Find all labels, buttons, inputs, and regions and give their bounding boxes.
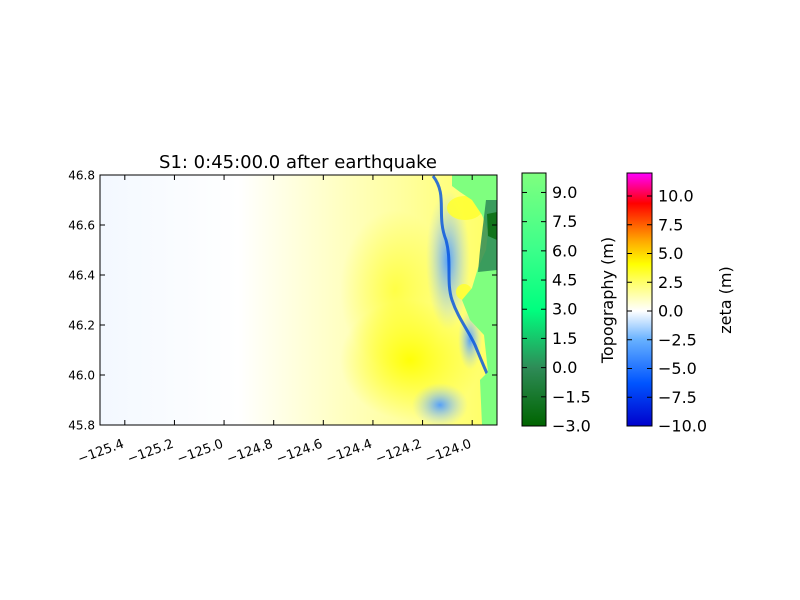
x-tick-label: −125.2 — [125, 437, 175, 468]
x-tick-label: −124.4 — [324, 437, 374, 468]
chart-title: S1: 0:45:00.0 after earthquake — [159, 152, 437, 173]
zeta-negative-region — [412, 383, 468, 425]
y-tick-label: 46.0 — [68, 369, 95, 383]
x-tick-label: −125.0 — [175, 437, 225, 468]
colorbar-tick-label: 6.0 — [552, 241, 577, 260]
y-tick-label: 46.8 — [68, 169, 95, 183]
colorbar-tick-label: 3.0 — [552, 300, 577, 319]
zeta-colorbar — [626, 172, 653, 427]
topography-colorbar-label: Topography (m) — [598, 237, 617, 364]
colorbar-tick-label: 0.0 — [552, 358, 577, 377]
colorbar-tick-label: −5.0 — [658, 359, 697, 378]
colorbar-tick-label: 10.0 — [658, 187, 694, 206]
x-tick-label: −124.0 — [423, 437, 473, 468]
heatmap-panel — [100, 175, 497, 425]
colorbar-tick-label: 1.5 — [552, 329, 577, 348]
y-tick-label: 46.6 — [68, 219, 95, 233]
colorbar-tick-label: 7.5 — [658, 215, 683, 234]
land-region — [452, 175, 497, 425]
x-tick-label: −124.8 — [225, 437, 275, 468]
zeta-positive-region — [340, 210, 450, 370]
colorbar-tick-label: 0.0 — [658, 302, 683, 321]
colorbar-tick-label: −1.5 — [552, 387, 591, 406]
colorbar-tick-label: −3.0 — [552, 417, 591, 436]
y-tick-label: 45.8 — [68, 419, 95, 433]
topography-colorbar — [521, 172, 547, 427]
plot-frame — [99, 174, 498, 426]
colorbar-tick-label: 4.5 — [552, 271, 577, 290]
x-tick-label: −124.6 — [274, 437, 324, 468]
land-lowland — [487, 212, 497, 240]
colorbar-tick-label: 7.5 — [552, 212, 577, 231]
colorbar-tick-label: −2.5 — [658, 330, 697, 349]
x-tick-label: −125.4 — [76, 437, 126, 468]
y-tick-label: 46.4 — [68, 269, 95, 283]
colorbar-tick-label: 2.5 — [658, 273, 683, 292]
zeta-colorbar-label: zeta (m) — [716, 266, 735, 333]
colorbar-tick-label: 5.0 — [658, 244, 683, 263]
y-tick-label: 46.2 — [68, 319, 95, 333]
y-axis: 46.8 46.6 46.4 46.2 46.0 45.8 — [68, 169, 497, 433]
topography-colorbar-ticks: 9.0 7.5 6.0 4.5 3.0 1.5 0.0 −1.5 −3.0 — [522, 183, 591, 436]
x-tick-label: −124.2 — [374, 437, 424, 468]
wave-front — [431, 175, 492, 381]
zeta-colorbar-ticks: 10.0 7.5 5.0 2.5 0.0 −2.5 −5.0 −7.5 −10.0 — [627, 187, 707, 436]
colorbar-tick-label: −7.5 — [658, 388, 697, 407]
colorbar-tick-label: −10.0 — [658, 417, 707, 436]
colorbar-tick-label: 9.0 — [552, 183, 577, 202]
